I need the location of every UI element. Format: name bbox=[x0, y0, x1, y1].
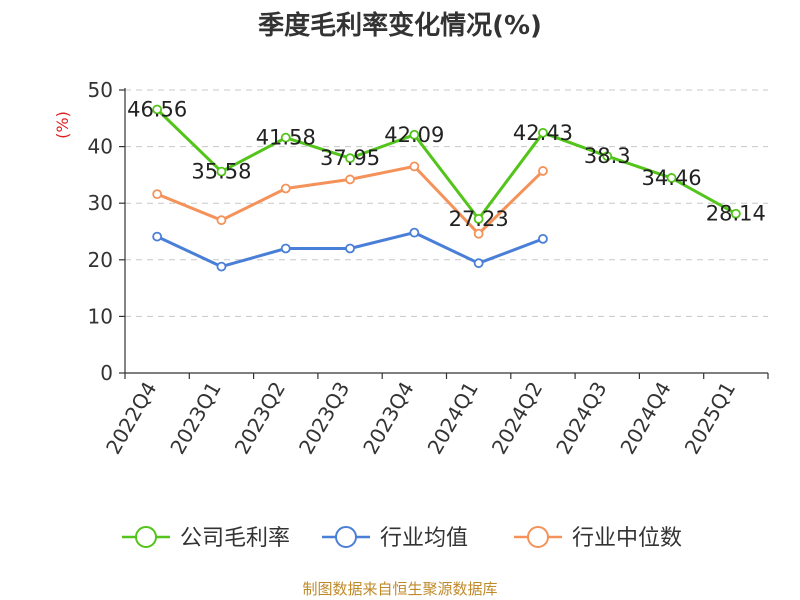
data-label-2023Q4: 42.09 bbox=[384, 123, 444, 147]
data-label-2025Q1: 28.14 bbox=[706, 202, 766, 226]
point-2-2023Q3 bbox=[345, 174, 355, 185]
point-0-2024Q3 bbox=[602, 151, 613, 162]
legend-label-1: 行业均值 bbox=[380, 526, 468, 551]
y-tick-label-0: 0 bbox=[100, 361, 113, 385]
y-tick-label-10: 10 bbox=[88, 304, 113, 328]
point-0-2024Q1 bbox=[473, 213, 484, 224]
data-label-2023Q1: 35.58 bbox=[191, 160, 251, 184]
point-0-2023Q4 bbox=[409, 129, 420, 140]
point-1-2024Q1 bbox=[473, 258, 484, 269]
point-0-2022Q4 bbox=[152, 104, 163, 115]
point-1-2023Q2 bbox=[280, 243, 291, 254]
point-1-2023Q4 bbox=[409, 227, 420, 238]
y-axis-label: (%) bbox=[53, 111, 72, 139]
x-tick-label-2023Q2: 2023Q2 bbox=[230, 378, 290, 459]
legend-item-1: 行业均值 bbox=[322, 526, 468, 551]
y-tick-label-40: 40 bbox=[88, 135, 113, 159]
data-label-2024Q2: 42.43 bbox=[513, 121, 573, 145]
legend: 公司毛利率 行业均值 行业中位数 bbox=[122, 526, 682, 551]
x-tick-label-2022Q4: 2022Q4 bbox=[101, 378, 161, 459]
point-2-2023Q4 bbox=[409, 161, 420, 172]
series-group bbox=[152, 104, 741, 272]
data-label-2023Q3: 37.95 bbox=[320, 146, 380, 170]
legend-marker-2 bbox=[527, 526, 549, 548]
axes bbox=[119, 88, 769, 379]
data-label-2022Q4: 46.56 bbox=[127, 97, 187, 121]
point-2-2024Q1 bbox=[473, 228, 484, 239]
point-0-2025Q1 bbox=[730, 208, 741, 219]
series-line-0 bbox=[156, 108, 737, 221]
x-tick-label-2024Q4: 2024Q4 bbox=[615, 378, 675, 459]
point-1-2023Q3 bbox=[345, 243, 355, 254]
data-label-2024Q3: 38.3 bbox=[584, 144, 631, 168]
point-2-2023Q1 bbox=[216, 215, 227, 226]
x-tick-label-2024Q2: 2024Q2 bbox=[487, 378, 547, 459]
y-tick-label-30: 30 bbox=[88, 191, 113, 215]
point-0-2024Q4 bbox=[666, 173, 677, 183]
point-0-2023Q2 bbox=[280, 132, 291, 143]
point-1-2022Q4 bbox=[152, 231, 163, 242]
legend-item-2: 行业中位数 bbox=[514, 526, 682, 551]
legend-marker-0 bbox=[135, 526, 157, 548]
point-2-2024Q2 bbox=[538, 166, 548, 176]
legend-label-2: 行业中位数 bbox=[572, 526, 682, 551]
x-tick-label-2023Q4: 2023Q4 bbox=[358, 378, 418, 459]
point-2-2022Q4 bbox=[152, 189, 163, 200]
x-tick-label-2025Q1: 2025Q1 bbox=[680, 378, 740, 459]
grid-lines bbox=[125, 89, 768, 317]
source-note: 制图数据来自恒生聚源数据库 bbox=[302, 580, 497, 598]
point-0-2024Q2 bbox=[538, 127, 548, 138]
point-1-2023Q1 bbox=[216, 261, 227, 272]
data-label-2024Q1: 27.23 bbox=[449, 207, 509, 231]
legend-marker-1 bbox=[335, 526, 357, 548]
y-tick-label-50: 50 bbox=[88, 78, 113, 102]
x-tick-label-2024Q1: 2024Q1 bbox=[423, 378, 483, 459]
data-label-2024Q4: 34.46 bbox=[641, 166, 701, 190]
x-tick-label-2023Q1: 2023Q1 bbox=[165, 378, 225, 459]
point-2-2023Q2 bbox=[280, 183, 291, 194]
y-tick-label-20: 20 bbox=[88, 248, 113, 272]
point-0-2023Q1 bbox=[216, 166, 227, 177]
legend-label-0: 公司毛利率 bbox=[180, 526, 290, 551]
legend-item-0: 公司毛利率 bbox=[122, 526, 290, 551]
point-1-2024Q2 bbox=[538, 233, 548, 244]
x-tick-label-2024Q3: 2024Q3 bbox=[551, 378, 611, 459]
point-0-2023Q3 bbox=[345, 153, 355, 164]
x-tick-label-2023Q3: 2023Q3 bbox=[294, 378, 354, 459]
chart-title: 季度毛利率变化情况(%) bbox=[258, 10, 542, 41]
data-label-2023Q2: 41.58 bbox=[256, 126, 316, 150]
